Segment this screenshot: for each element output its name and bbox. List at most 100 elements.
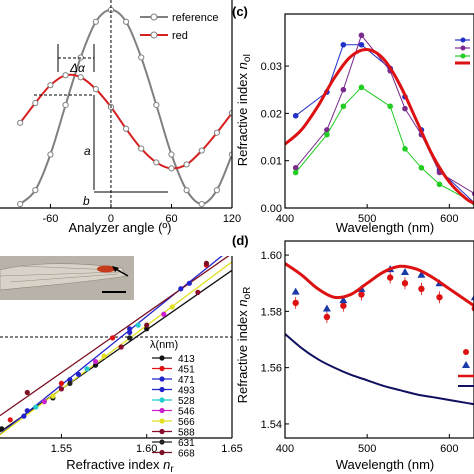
series-line-2 xyxy=(295,86,474,204)
data-point-413 xyxy=(0,426,5,432)
series-marker-red xyxy=(122,125,130,132)
y-tick-label: 1.56 xyxy=(261,363,282,375)
series-point-2 xyxy=(436,181,443,188)
data-point-668 xyxy=(203,260,210,266)
series-marker-red xyxy=(62,72,69,79)
y-axis-label: Refractive index noR xyxy=(235,287,253,404)
data-triangle-blue xyxy=(291,287,300,295)
x-axis-label-var: n xyxy=(163,457,170,472)
fit-curve-2 xyxy=(285,262,474,307)
data-point-528 xyxy=(84,366,90,372)
plot-frame xyxy=(284,13,474,209)
series-marker-red xyxy=(47,82,54,89)
data-point-451 xyxy=(7,417,13,423)
legend-marker-green xyxy=(460,53,466,59)
legend-marker-red xyxy=(463,349,469,355)
x-tick-label: 1.65 xyxy=(221,443,242,455)
series-point-0 xyxy=(292,112,299,119)
data-point-493 xyxy=(178,286,184,292)
data-triangle-blue xyxy=(470,294,474,301)
wing-shape xyxy=(0,263,127,291)
legend-reference-label: reference xyxy=(172,12,218,24)
series-point-1 xyxy=(340,86,347,93)
legend-marker-471 xyxy=(159,376,165,382)
legend-label-471: 471 xyxy=(178,375,195,386)
fit-curve-red xyxy=(285,47,474,205)
legend-title: λ(nm) xyxy=(150,339,178,351)
x-axis-label: Refractive index nr xyxy=(66,457,174,474)
series-marker-red xyxy=(213,129,220,136)
x-axis-label: Wavelength (nm) xyxy=(336,220,435,235)
series-marker-red xyxy=(32,99,39,107)
data-point-red xyxy=(292,299,299,307)
series-marker-reference xyxy=(47,151,54,158)
series-marker-reference xyxy=(17,200,24,208)
series-point-1 xyxy=(292,164,299,171)
amplitude-label: a xyxy=(84,144,91,158)
series-marker-reference xyxy=(62,101,69,109)
series-marker-reference xyxy=(198,200,205,208)
x-axis-label: Analyzer angle (º) xyxy=(68,220,171,235)
x-tick-label: 0 xyxy=(108,213,114,225)
series-marker-red xyxy=(138,145,145,152)
data-point-471 xyxy=(67,377,73,383)
y-tick-label: 1.54 xyxy=(261,419,282,431)
fit-line-668 xyxy=(0,256,230,417)
legend-marker-413 xyxy=(159,355,165,361)
series-point-2 xyxy=(358,84,365,91)
legend-label-413: 413 xyxy=(178,354,195,365)
x-tick-label: 500 xyxy=(358,443,376,455)
data-point-588 xyxy=(58,386,65,392)
y-axis-label-text: Refractive index xyxy=(235,307,250,404)
data-point-red xyxy=(418,285,425,293)
series-point-2 xyxy=(292,169,299,176)
legend-label-566: 566 xyxy=(178,417,195,428)
data-point-566 xyxy=(50,393,56,399)
data-point-528 xyxy=(135,322,141,328)
panel-label-c: (c) xyxy=(232,4,248,19)
legend-label-631: 631 xyxy=(178,438,195,449)
data-triangle-blue xyxy=(339,296,348,304)
data-point-546 xyxy=(41,399,47,405)
y-tick-label: 0.03 xyxy=(261,61,282,73)
data-triangle-blue xyxy=(322,304,331,312)
data-point-546 xyxy=(161,311,167,317)
y-axis-label-var: n xyxy=(235,62,250,69)
data-point-631 xyxy=(127,335,133,341)
fit-line-413 xyxy=(0,269,232,433)
offset-label: b xyxy=(83,194,90,208)
data-point-668 xyxy=(24,389,30,396)
x-tick-label: 600 xyxy=(440,443,458,455)
data-point-588 xyxy=(118,344,124,350)
y-tick-label: 1.58 xyxy=(261,306,282,318)
data-point-566 xyxy=(169,304,175,310)
legend-marker-668 xyxy=(159,449,165,456)
x-tick-label: 500 xyxy=(358,213,376,225)
data-triangle-blue xyxy=(400,267,409,275)
legend-red-label: red xyxy=(172,30,188,42)
series-line-reference xyxy=(19,8,232,206)
x-tick-label: -60 xyxy=(42,213,58,225)
series-marker-reference xyxy=(153,101,160,109)
series-marker-reference xyxy=(138,54,145,61)
x-tick-label: 1.60 xyxy=(136,443,157,455)
series-marker-reference xyxy=(168,151,175,158)
legend-reference-marker xyxy=(150,13,158,21)
data-point-413 xyxy=(144,326,150,332)
series-marker-red xyxy=(168,165,175,172)
y-tick-label: 0.00 xyxy=(261,203,282,215)
data-point-528 xyxy=(33,404,39,410)
series-marker-reference xyxy=(32,187,39,194)
series-point-2 xyxy=(418,164,425,171)
series-point-2 xyxy=(387,103,393,110)
data-triangle-blue xyxy=(417,270,426,278)
series-marker-red xyxy=(17,119,24,126)
fit-curve-3 xyxy=(285,333,474,406)
legend-label-668: 668 xyxy=(178,449,195,460)
panel-label-d: (d) xyxy=(232,233,249,248)
plot-frame xyxy=(284,240,474,439)
data-point-451 xyxy=(109,335,116,341)
x-axis-label-text: Refractive index xyxy=(66,457,163,472)
fit-line-566 xyxy=(0,261,232,436)
